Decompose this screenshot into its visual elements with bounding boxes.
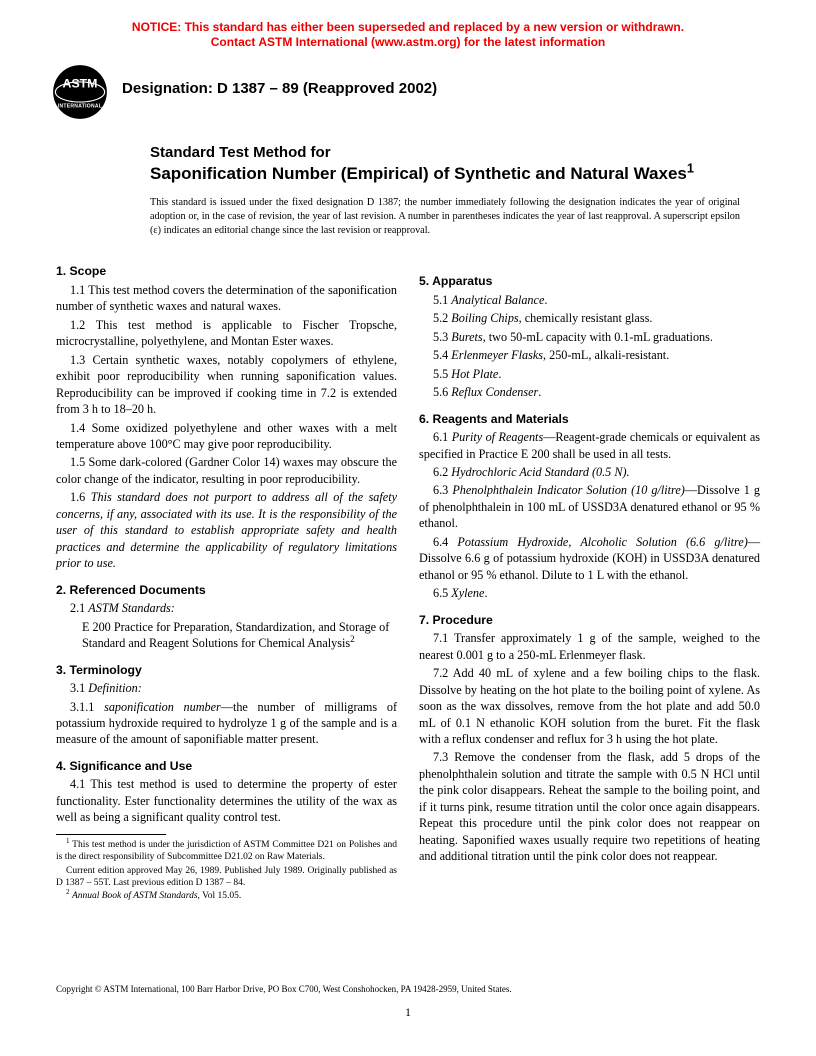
app-5-5: 5.5 Hot Plate. <box>419 366 760 382</box>
reag-6-5: 6.5 Xylene. <box>419 585 760 601</box>
designation-text: Designation: D 1387 – 89 (Reapproved 200… <box>122 80 437 97</box>
notice-line2: Contact ASTM International (www.astm.org… <box>211 35 605 49</box>
svg-text:INTERNATIONAL: INTERNATIONAL <box>58 104 102 110</box>
ref-e200: E 200 Practice for Preparation, Standard… <box>82 619 397 652</box>
scope-1-2: 1.2 This test method is applicable to Fi… <box>56 317 397 350</box>
reag-6-1: 6.1 Purity of Reagents—Reagent-grade che… <box>419 429 760 462</box>
title-block: Standard Test Method for Saponification … <box>150 144 756 184</box>
sig-4-1: 4.1 This test method is used to determin… <box>56 776 397 825</box>
reag-6-4: 6.4 Potassium Hydroxide, Alcoholic Solut… <box>419 534 760 583</box>
section-head-ref: 2. Referenced Documents <box>56 582 397 598</box>
ref-2-1: 2.1 ASTM Standards: <box>56 600 397 616</box>
term-3-1: 3.1 Definition: <box>56 680 397 696</box>
section-head-proc: 7. Procedure <box>419 612 760 628</box>
section-head-sig: 4. Significance and Use <box>56 758 397 774</box>
app-5-1: 5.1 Analytical Balance. <box>419 292 760 308</box>
issue-note: This standard is issued under the fixed … <box>150 196 740 237</box>
section-head-app: 5. Apparatus <box>419 273 760 289</box>
app-5-4: 5.4 Erlenmeyer Flasks, 250-mL, alkali-re… <box>419 347 760 363</box>
astm-logo: ASTM INTERNATIONAL <box>52 64 108 120</box>
header-row: ASTM INTERNATIONAL Designation: D 1387 –… <box>0 64 816 120</box>
page-number: 1 <box>0 1005 816 1020</box>
scope-1-6: 1.6 This standard does not purport to ad… <box>56 489 397 571</box>
section-head-reag: 6. Reagents and Materials <box>419 411 760 427</box>
title-main: Saponification Number (Empirical) of Syn… <box>150 163 756 184</box>
footnote-1: 1 This test method is under the jurisdic… <box>56 839 397 864</box>
footnote-1b: Current edition approved May 26, 1989. P… <box>56 865 397 890</box>
scope-1-4: 1.4 Some oxidized polyethylene and other… <box>56 420 397 453</box>
svg-text:ASTM: ASTM <box>63 77 98 91</box>
section-head-scope: 1. Scope <box>56 263 397 279</box>
scope-1-3: 1.3 Certain synthetic waxes, notably cop… <box>56 352 397 418</box>
term-3-1-1: 3.1.1 saponification number—the number o… <box>56 699 397 748</box>
proc-7-1: 7.1 Transfer approximately 1 g of the sa… <box>419 630 760 663</box>
app-5-3: 5.3 Burets, two 50-mL capacity with 0.1-… <box>419 329 760 345</box>
footnotes-block: 1 This test method is under the jurisdic… <box>56 839 397 903</box>
reag-6-2: 6.2 Hydrochloric Acid Standard (0.5 N). <box>419 464 760 480</box>
proc-7-2: 7.2 Add 40 mL of xylene and a few boilin… <box>419 665 760 747</box>
title-pre: Standard Test Method for <box>150 144 756 163</box>
reag-6-3: 6.3 Phenolphthalein Indicator Solution (… <box>419 482 760 531</box>
copyright-line: Copyright © ASTM International, 100 Barr… <box>56 984 512 994</box>
section-head-term: 3. Terminology <box>56 662 397 678</box>
footnote-rule <box>56 834 166 835</box>
proc-7-3: 7.3 Remove the condenser from the flask,… <box>419 749 760 864</box>
notice-line1: NOTICE: This standard has either been su… <box>132 20 684 34</box>
notice-banner: NOTICE: This standard has either been su… <box>0 0 816 58</box>
scope-1-5: 1.5 Some dark-colored (Gardner Color 14)… <box>56 454 397 487</box>
app-5-6: 5.6 Reflux Condenser. <box>419 384 760 400</box>
app-5-2: 5.2 Boiling Chips, chemically resistant … <box>419 310 760 326</box>
body-columns: 1. Scope 1.1 This test method covers the… <box>56 263 760 903</box>
footnote-2: 2 Annual Book of ASTM Standards, Vol 15.… <box>56 890 397 902</box>
scope-1-1: 1.1 This test method covers the determin… <box>56 282 397 315</box>
